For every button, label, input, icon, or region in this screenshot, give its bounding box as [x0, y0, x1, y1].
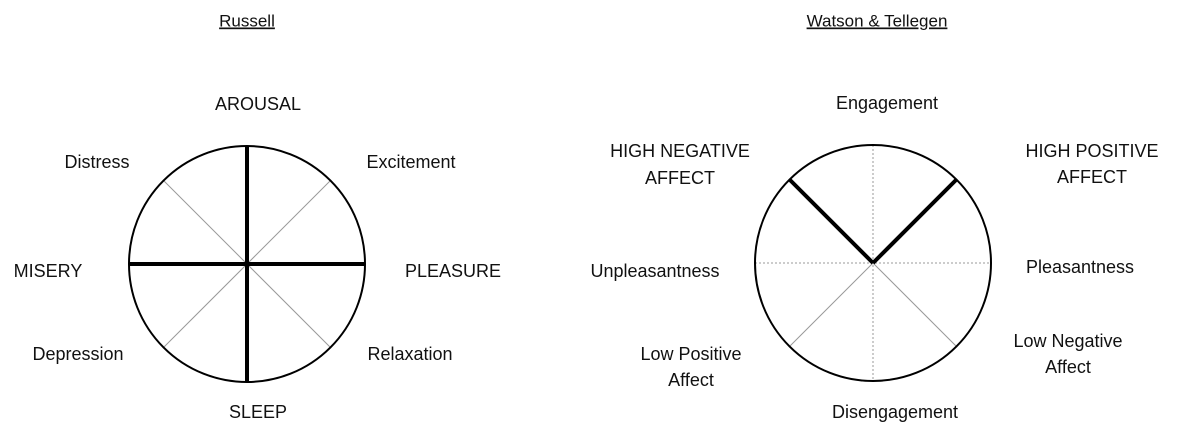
label: Unpleasantness: [590, 261, 719, 281]
label: MISERY: [14, 261, 83, 281]
diagonal-axis: [872, 262, 957, 347]
label: AFFECT: [1057, 167, 1127, 187]
label: Depression: [32, 344, 123, 364]
model-title: Russell: [219, 11, 275, 30]
label: HIGH NEGATIVE: [610, 141, 750, 161]
positive-affect-axis: [871, 178, 958, 265]
label: Excitement: [366, 152, 455, 172]
label: Disengagement: [832, 402, 958, 422]
label: Distress: [64, 152, 129, 172]
russell-model: Russell AROUSAL Distress Excitement MISE…: [14, 11, 501, 421]
circumplex: [128, 145, 366, 383]
label: HIGH POSITIVE: [1025, 141, 1158, 161]
negative-affect-axis: [788, 178, 875, 265]
label: Engagement: [836, 93, 938, 113]
circumplex: [754, 144, 992, 382]
label: Pleasantness: [1026, 257, 1134, 277]
diagonal-axis: [789, 262, 874, 347]
label: SLEEP: [229, 402, 287, 422]
label: AROUSAL: [215, 94, 301, 114]
label: PLEASURE: [405, 261, 501, 281]
model-title: Watson & Tellegen: [807, 11, 948, 30]
label: Low Negative: [1013, 331, 1122, 351]
label: Affect: [1045, 357, 1091, 377]
label: AFFECT: [645, 168, 715, 188]
label: Affect: [668, 370, 714, 390]
label: Low Positive: [640, 344, 741, 364]
label: Relaxation: [367, 344, 452, 364]
watson-tellegen-model: Watson & Tellegen Engagement HIGH NEGATI…: [590, 11, 1158, 421]
